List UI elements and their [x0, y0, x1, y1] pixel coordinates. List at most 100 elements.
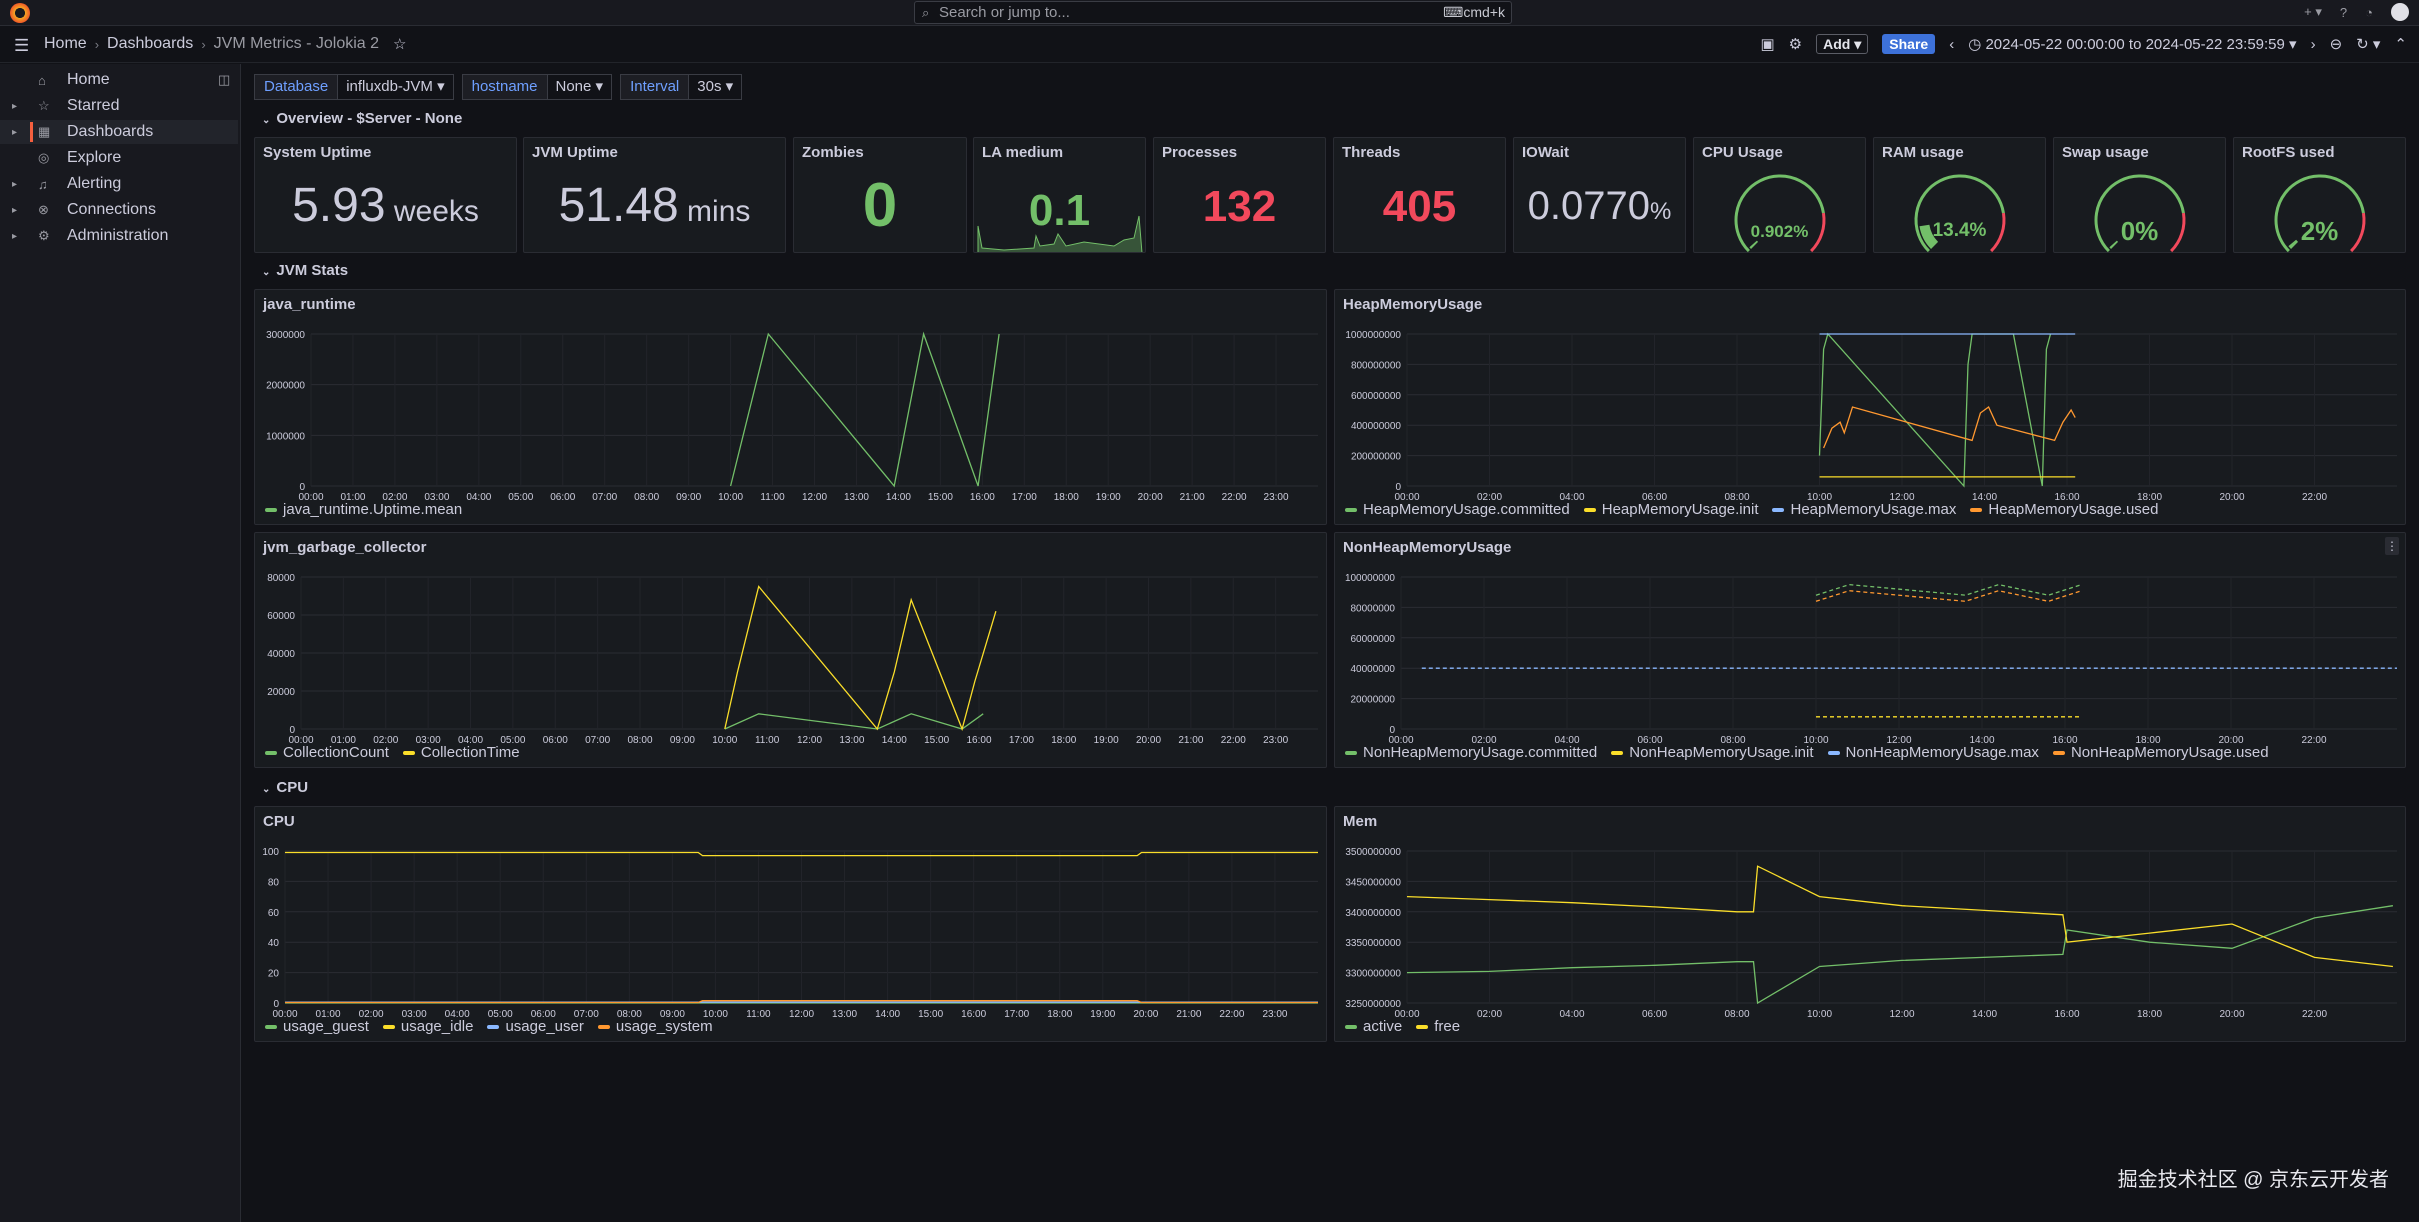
add-button[interactable]: Add ▾	[1816, 34, 1869, 54]
panel-threads[interactable]: Threads 405	[1333, 137, 1506, 253]
legend-item[interactable]: NonHeapMemoryUsage.init	[1611, 744, 1814, 761]
sidebar-item-connections[interactable]: ▸ ⊗ Connections	[0, 198, 238, 222]
dock-menu-icon[interactable]: ◫	[218, 72, 231, 87]
sidebar: ◫ ⌂ Home ▸ ☆ Starred ▸ ▦ Dashboards ◎ Ex…	[0, 64, 241, 1222]
zoom-out-icon[interactable]: ⊖	[2329, 36, 2343, 53]
panel-zombies[interactable]: Zombies 0	[793, 137, 967, 253]
panel-heap-memory[interactable]: HeapMemoryUsage 0 200000000 400000000 60000…	[1334, 289, 2406, 525]
row-overview[interactable]: ⌄ Overview - $Server - None	[262, 110, 463, 127]
sidebar-item-home[interactable]: ⌂ Home	[0, 68, 238, 92]
x-tick-label: 21:00	[1180, 492, 1205, 503]
row-cpu[interactable]: ⌄ CPU	[262, 779, 309, 796]
settings-icon[interactable]: ⚙	[1788, 36, 1803, 53]
legend-item[interactable]: java_runtime.Uptime.mean	[265, 501, 462, 518]
collapse-icon[interactable]: ⌃	[2394, 36, 2407, 53]
legend-item[interactable]: NonHeapMemoryUsage.committed	[1345, 744, 1597, 761]
legend-item[interactable]: usage_user	[487, 1018, 584, 1035]
x-tick-label: 00:00	[1394, 492, 1419, 503]
avatar[interactable]	[2391, 3, 2409, 21]
chevron-right-icon[interactable]: ▸	[12, 126, 18, 138]
time-forward-icon[interactable]: ›	[2310, 35, 2316, 53]
panel-menu-icon[interactable]: ⋮	[2385, 537, 2399, 555]
share-button[interactable]: Share	[1882, 34, 1936, 54]
legend-item[interactable]: usage_system	[597, 1018, 713, 1035]
menu-icon[interactable]: ☰	[14, 36, 30, 55]
legend-item[interactable]: HeapMemoryUsage.max	[1772, 501, 1956, 518]
breadcrumb-home[interactable]: Home	[44, 35, 87, 52]
legend-item[interactable]: NonHeapMemoryUsage.max	[1827, 744, 2039, 761]
x-tick-label: 03:00	[402, 1009, 427, 1020]
y-tick-label: 3350000000	[1345, 938, 1401, 949]
panel-la-medium[interactable]: LA medium 0.1	[973, 137, 1146, 253]
time-range-picker[interactable]: ◷ 2024-05-22 00:00:00 to 2024-05-22 23:5…	[1968, 36, 2297, 53]
chart-mem: 3250000000 3300000000 3350000000 3400000000…	[1345, 847, 2397, 1020]
legend-item[interactable]: free	[1416, 1018, 1460, 1035]
x-tick-label: 09:00	[670, 735, 695, 746]
panel-cpu[interactable]: CPU 0 20 40 60 80 100 00:00 01:00 02:00 03:00 04:0…	[254, 806, 1327, 1042]
panel-mem[interactable]: Mem 3250000000 3300000000 3350000000 340000…	[1334, 806, 2406, 1042]
legend-item[interactable]: usage_idle	[382, 1018, 473, 1035]
legend-item[interactable]: active	[1345, 1018, 1402, 1035]
panel-swap-usage[interactable]: Swap usage 0%	[2053, 137, 2226, 253]
refresh-icon[interactable]: ↻ ▾	[2356, 36, 2381, 53]
rss-icon[interactable]: ◔	[2365, 4, 2373, 20]
panel-processes[interactable]: Processes 132	[1153, 137, 1326, 253]
x-tick-label: 20:00	[2219, 492, 2244, 503]
star-icon[interactable]: ☆	[393, 36, 407, 53]
y-tick-label: 0	[1389, 725, 1395, 736]
panel-nonheap-memory[interactable]: NonHeapMemoryUsage ⋮ 0 20000000 40000000 60…	[1334, 532, 2406, 768]
legend-item[interactable]: CollectionCount	[265, 744, 389, 761]
panel-title: IOWait	[1522, 144, 1569, 161]
legend-item[interactable]: HeapMemoryUsage.committed	[1345, 501, 1570, 518]
sidebar-item-alerting[interactable]: ▸ ♫ Alerting	[0, 172, 238, 196]
x-tick-label: 16:00	[2054, 492, 2079, 503]
grafana-logo-icon[interactable]	[10, 3, 30, 23]
x-tick-label: 06:00	[1642, 1009, 1667, 1020]
time-back-icon[interactable]: ‹	[1949, 35, 1955, 53]
stat-value: 5.93 weeks	[292, 179, 479, 232]
chevron-right-icon[interactable]: ▸	[12, 204, 18, 216]
sparkline-area	[977, 215, 1143, 252]
panel-jvm-gc[interactable]: jvm_garbage_collector 0 20000 40000 60000 80…	[254, 532, 1327, 768]
variable-select[interactable]: influxdb-JVM ▾	[338, 74, 454, 100]
x-tick-label: 20:00	[2219, 1009, 2244, 1020]
variable-select[interactable]: 30s ▾	[689, 74, 743, 100]
panel-system-uptime[interactable]: System Uptime 5.93 weeks	[254, 137, 517, 253]
y-tick-label: 40	[268, 938, 280, 949]
variable-database: Database influxdb-JVM ▾	[254, 74, 454, 100]
sidebar-item-explore[interactable]: ◎ Explore	[0, 146, 238, 170]
breadcrumb-dashboards[interactable]: Dashboards	[107, 35, 194, 52]
search-input[interactable]: ⌕ Search or jump to... ⌨cmd+k	[914, 1, 1512, 24]
panel-iowait[interactable]: IOWait 0.0770%	[1513, 137, 1686, 253]
legend-item[interactable]: HeapMemoryUsage.used	[1970, 501, 2158, 518]
help-icon[interactable]: ?	[2339, 4, 2348, 20]
sidebar-item-starred[interactable]: ▸ ☆ Starred	[0, 94, 238, 118]
series-line-collectioncount	[724, 713, 984, 730]
legend-item[interactable]: NonHeapMemoryUsage.used	[2052, 744, 2269, 761]
x-tick-label: 17:00	[1009, 735, 1034, 746]
panel-title: LA medium	[982, 144, 1064, 161]
row-jvm-stats[interactable]: ⌄ JVM Stats	[262, 262, 349, 279]
chevron-right-icon[interactable]: ▸	[12, 100, 18, 112]
chevron-right-icon[interactable]: ▸	[12, 178, 18, 190]
panel-java-runtime[interactable]: java_runtime 0 1000000 2000000 3000000 00:00…	[254, 289, 1327, 525]
sidebar-item-administration[interactable]: ▸ ⚙ Administration	[0, 224, 238, 248]
plus-icon[interactable]: + ▾	[2304, 4, 2322, 19]
panel-jvm-uptime[interactable]: JVM Uptime 51.48 mins	[523, 137, 786, 253]
x-tick-label: 17:00	[1004, 1009, 1029, 1020]
panel-title: Threads	[1342, 144, 1401, 161]
x-tick-label: 06:00	[1642, 492, 1667, 503]
legend-item[interactable]: usage_guest	[265, 1018, 369, 1035]
legend-item[interactable]: HeapMemoryUsage.init	[1583, 501, 1758, 518]
gauge-fill	[2288, 239, 2299, 249]
variable-select[interactable]: None ▾	[547, 74, 613, 100]
legend-item[interactable]: CollectionTime	[402, 744, 520, 761]
x-tick-label: 08:00	[1724, 492, 1749, 503]
panel-rootfs-used[interactable]: RootFS used 2%	[2233, 137, 2406, 253]
panel-cpu-usage[interactable]: CPU Usage 0.902%	[1693, 137, 1866, 253]
sidebar-item-dashboards[interactable]: ▸ ▦ Dashboards	[0, 120, 238, 144]
panel-title: Swap usage	[2062, 144, 2149, 161]
chevron-right-icon[interactable]: ▸	[12, 230, 18, 242]
save-icon[interactable]: ▣	[1760, 36, 1775, 53]
panel-ram-usage[interactable]: RAM usage 13.4%	[1873, 137, 2046, 253]
